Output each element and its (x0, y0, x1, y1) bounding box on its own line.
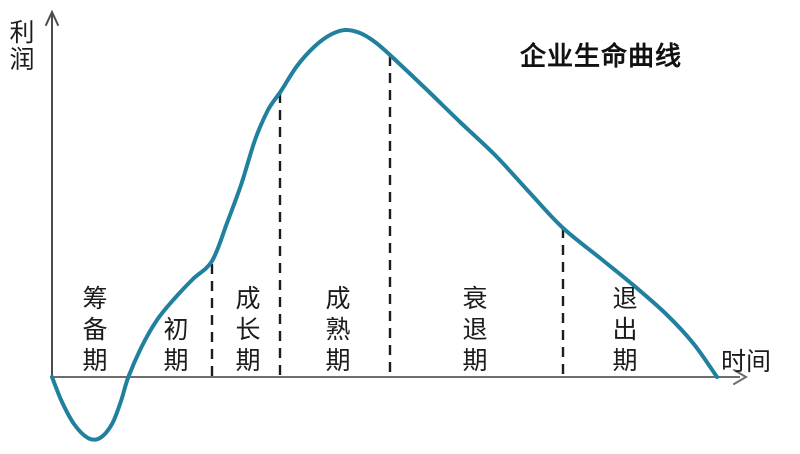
phase-dividers (210, 56, 565, 377)
life-curve (50, 27, 719, 442)
chart-title: 企业生命曲线 (520, 41, 683, 71)
phase-label: 成长期 (235, 285, 261, 375)
axes (45, 9, 748, 385)
y-axis-arrow-icon (45, 9, 59, 26)
phase-label: 初期 (163, 316, 189, 375)
phase-label: 成熟期 (325, 285, 351, 375)
phase-label: 衰退期 (462, 285, 488, 375)
x-axis-label: 时间 (721, 348, 772, 376)
x-axis-arrow-icon (733, 369, 748, 385)
phase-label: 筹备期 (82, 285, 108, 375)
y-axis-label: 利润 (9, 19, 35, 74)
phase-label: 退出期 (612, 285, 638, 375)
